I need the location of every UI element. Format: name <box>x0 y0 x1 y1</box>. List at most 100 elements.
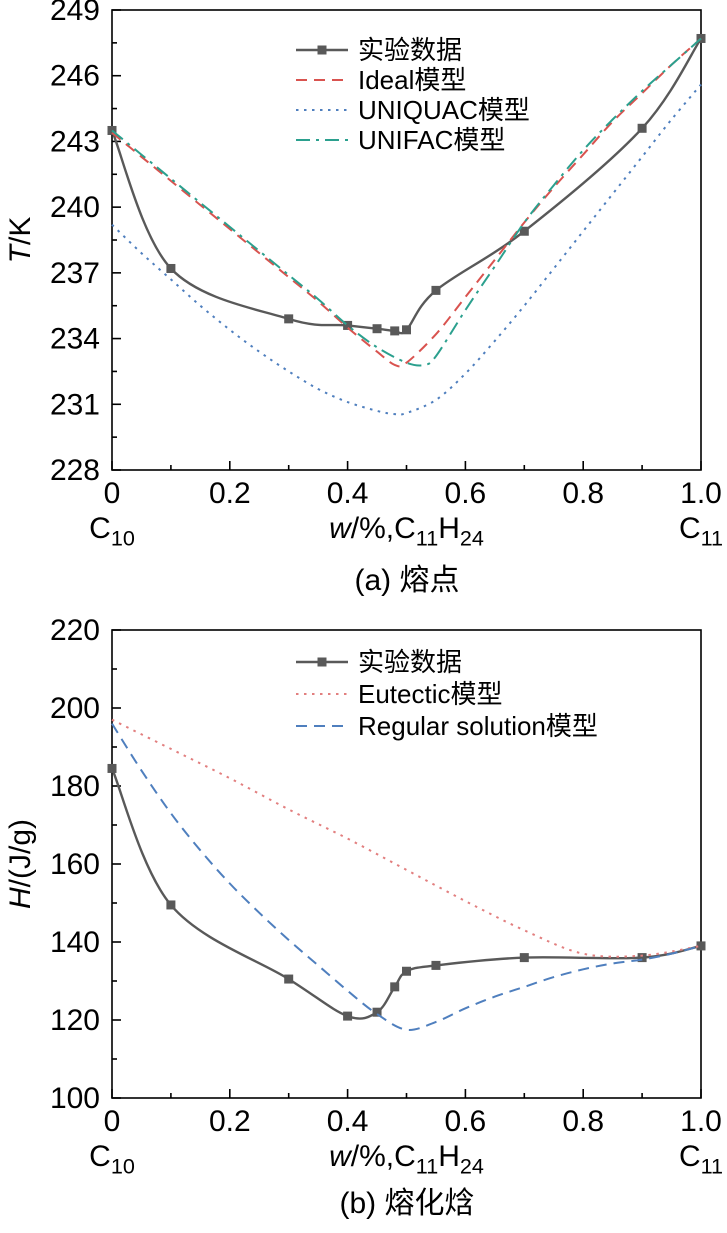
y-tick-label: 140 <box>50 926 100 959</box>
data-point-marker <box>431 285 441 295</box>
label-fragment: /%,C <box>351 1140 416 1173</box>
x-tick-label: 1.0 <box>680 1105 722 1138</box>
legend-item-unifac: UNIFAC模型 <box>296 125 505 155</box>
legend-marker <box>317 657 327 667</box>
y-axis-label: T/K <box>4 217 37 264</box>
series-regular-solution-line <box>111 723 702 1031</box>
label-fragment: 10 <box>111 1154 135 1178</box>
data-point-marker <box>107 763 117 773</box>
series-experimental-line <box>110 767 702 1020</box>
y-tick-label: 160 <box>50 848 100 881</box>
legend-label: 实验数据 <box>358 35 462 65</box>
x-tick-label: 0 <box>104 477 121 510</box>
label-fragment: 10 <box>111 526 135 551</box>
label-fragment: 24 <box>460 1154 484 1178</box>
label-fragment: 11 <box>416 526 438 551</box>
legend-item-ideal: Ideal模型 <box>296 65 466 95</box>
data-point-marker <box>519 953 529 963</box>
y-tick-label: 100 <box>50 1082 100 1115</box>
series-ideal-line <box>111 37 702 368</box>
label-fragment: H <box>4 887 37 909</box>
label-fragment: 11 <box>701 526 723 551</box>
data-point-marker <box>107 125 117 135</box>
y-tick-label: 220 <box>50 614 100 647</box>
y-tick-label: 180 <box>50 770 100 803</box>
melting-point-caption: (a) 熔点 <box>354 564 460 597</box>
data-point-marker <box>390 326 400 336</box>
label-fragment: C <box>679 512 701 545</box>
data-point-marker <box>372 324 382 334</box>
x-tick-label: 0.6 <box>445 477 487 510</box>
y-axis-label: H/(J/g) <box>4 819 37 909</box>
data-point-marker <box>637 953 647 963</box>
data-point-marker <box>372 1007 382 1017</box>
legend-label: Ideal模型 <box>358 65 466 95</box>
label-fragment: w <box>329 1140 353 1173</box>
data-point-marker <box>284 314 294 324</box>
data-point-marker <box>284 974 294 984</box>
label-fragment: /K <box>4 217 37 245</box>
label-fragment: w <box>329 512 353 545</box>
legend-item-experimental: 实验数据 <box>296 35 462 65</box>
data-point-marker <box>431 960 441 970</box>
x-tick-label: 0 <box>104 1105 121 1138</box>
label-fragment: C <box>89 512 111 545</box>
series-experimental-markers <box>107 763 706 1021</box>
legend-label: Regular solution模型 <box>358 711 598 741</box>
label-fragment: C <box>89 1140 111 1173</box>
y-tick-label: 246 <box>50 60 100 93</box>
x-axis-label: w/%,C11H24 <box>329 512 484 551</box>
y-tick-label: 240 <box>50 191 100 224</box>
data-point-marker <box>343 1011 353 1021</box>
label-fragment: H <box>438 512 460 545</box>
melting-enthalpy-caption: (b) 熔化焓 <box>339 1187 475 1220</box>
x-tick-label: 0.2 <box>209 477 251 510</box>
legend-marker <box>317 45 327 55</box>
corner-label-left: C10 <box>89 1140 135 1177</box>
label-fragment: /%,C <box>351 512 416 545</box>
legend-item-regular-solution: Regular solution模型 <box>296 711 598 741</box>
data-point-marker <box>166 900 176 910</box>
label-fragment: H <box>438 1140 460 1173</box>
data-point-marker <box>402 966 411 976</box>
x-tick-label: 0.4 <box>327 477 369 510</box>
legend-item-uniquac: UNIQUAC模型 <box>296 95 530 125</box>
label-fragment: /(J/g) <box>4 819 37 887</box>
legend-label: Eutectic模型 <box>358 679 503 709</box>
label-fragment: T <box>4 242 37 263</box>
legend-label: UNIFAC模型 <box>358 125 505 155</box>
data-point-marker <box>166 263 176 273</box>
melting-point-chart: 228 231 234 237 240 243 246 249 0 0.2 0.4 0.6 0.8 1.0… <box>4 0 723 551</box>
label-fragment: 11 <box>701 1154 723 1178</box>
corner-label-right: C11 <box>679 512 723 551</box>
x-tick-label: 0.8 <box>562 1105 604 1138</box>
y-tick-label: 234 <box>50 323 100 356</box>
x-tick-label: 0.6 <box>445 1105 487 1138</box>
data-point-marker <box>637 123 647 133</box>
melting-point-figure: 228 231 234 237 240 243 246 249 0 0.2 0.4 0.6 0.8 1.0… <box>0 0 727 605</box>
data-point-marker <box>402 325 411 335</box>
legend-item-eutectic: Eutectic模型 <box>296 679 503 709</box>
label-fragment: 11 <box>416 1154 438 1178</box>
x-tick-label: 1.0 <box>680 477 722 510</box>
series-unifac-line <box>111 37 702 367</box>
melting-enthalpy-figure: 100 120 140 160 180 200 220 0 0.2 0.4 0.6 0.8 1.0 实验数… <box>0 605 727 1233</box>
y-tick-label: 243 <box>50 125 100 158</box>
series-eutectic-line <box>111 718 702 958</box>
y-tick-label: 120 <box>50 1004 100 1037</box>
data-point-marker <box>519 226 529 236</box>
x-tick-label: 0.4 <box>327 1105 369 1138</box>
legend-label: UNIQUAC模型 <box>358 95 530 125</box>
legend-label: 实验数据 <box>358 647 462 677</box>
y-tick-label: 200 <box>50 692 100 725</box>
x-tick-label: 0.2 <box>209 1105 251 1138</box>
x-tick-label: 0.8 <box>562 477 604 510</box>
x-axis-label: w/%,C11H24 <box>329 1140 484 1177</box>
label-fragment: 24 <box>460 526 484 551</box>
y-tick-label: 237 <box>50 257 100 290</box>
data-point-marker <box>390 982 400 992</box>
data-point-marker <box>696 33 706 43</box>
y-tick-label: 228 <box>50 454 100 487</box>
